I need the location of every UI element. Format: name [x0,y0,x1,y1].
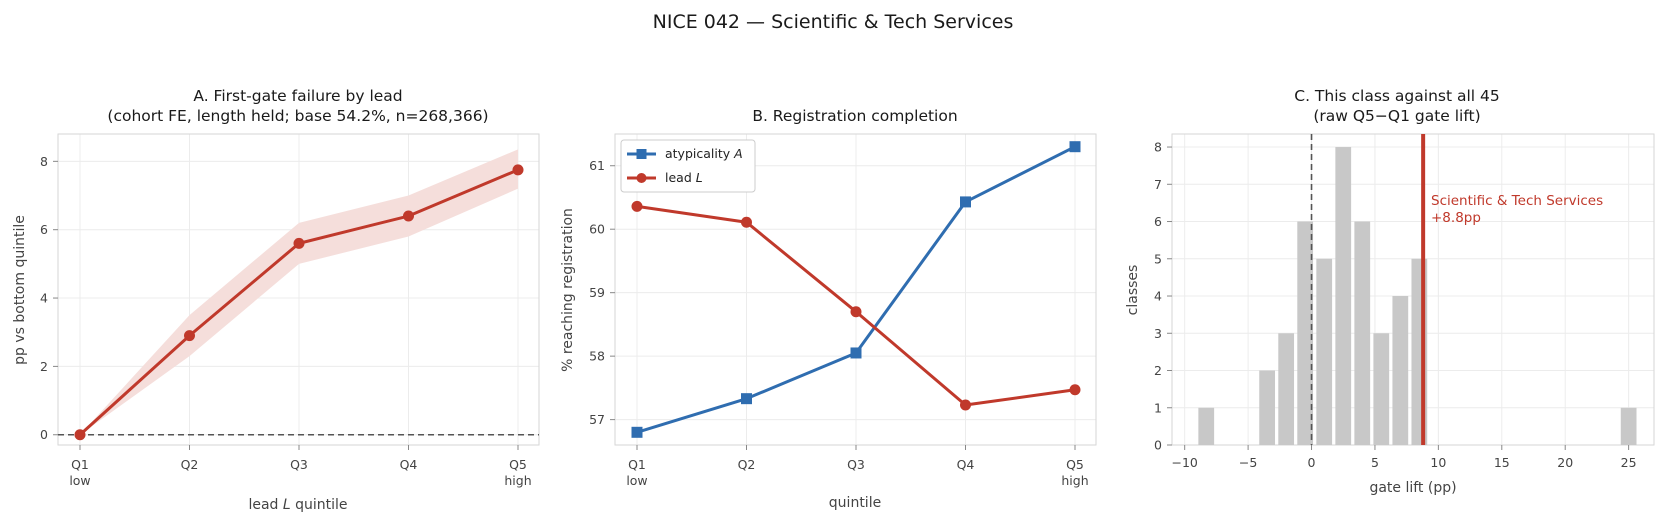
panel-b-title: B. Registration completion [752,107,957,125]
legend-swatch-marker-lead [636,173,647,183]
panel-c-x-axis-label: gate lift (pp) [1369,480,1456,496]
panel-c-title-line-1: C. This class against all 45 [1294,87,1500,105]
x-tick-label: 20 [1557,455,1573,470]
atypicality-point [1069,141,1081,153]
y-tick-label: 6 [1154,214,1162,229]
lead-point [850,306,862,318]
x-tick-label: −5 [1239,455,1257,470]
histogram-bar [1198,407,1215,445]
atypicality-point [741,393,752,405]
x-tick-label: Q5 [1066,457,1084,472]
x-tick-label: 25 [1621,455,1637,470]
x-tick-label: Q1 [71,457,89,472]
histogram-bar [1278,333,1295,445]
y-tick-label: 4 [40,291,48,306]
histogram-bar [1392,296,1409,445]
y-tick-label: 2 [40,359,48,374]
y-tick-label: 60 [589,222,605,237]
y-tick-label: 1 [1154,400,1162,415]
x-tick-sublabel: low [626,473,647,488]
highlight-label-line-2: +8.8pp [1431,210,1481,226]
y-tick-label: 0 [40,427,48,442]
x-tick-sublabel: low [69,473,90,488]
panel-c-title-line-2: (raw Q5−Q1 gate lift) [1313,107,1480,125]
histogram-bar [1259,370,1276,445]
y-tick-label: 7 [1154,177,1162,192]
histogram-bar [1297,221,1314,445]
panel-a-x-axis-label: lead L quintile [248,497,347,513]
x-tick-label: 10 [1430,455,1446,470]
x-tick-label: Q3 [290,457,308,472]
y-tick-label: 6 [40,222,48,237]
y-tick-label: 3 [1154,326,1162,341]
panel-c-x-ticks: −10 −5 0 5 10 15 20 25 [1171,445,1637,470]
legend-label-lead: lead L [665,170,703,185]
x-tick-label: Q3 [847,457,865,472]
x-tick-sublabel: high [504,473,531,488]
panel-b-x-axis-label: quintile [829,495,881,511]
panel-c-y-ticks: 0 1 2 3 4 5 6 7 8 [1154,140,1172,453]
lead-point [960,399,971,411]
atypicality-point [631,426,643,438]
x-tick-label: Q4 [957,457,975,472]
panel-a-y-axis-label: pp vs bottom quintile [12,215,28,365]
panel-a-y-ticks: 0 2 4 6 8 [40,154,58,442]
panel-a-title-line-1: A. First-gate failure by lead [193,87,402,105]
x-tick-sublabel: high [1061,473,1088,488]
y-tick-label: 57 [589,412,605,427]
panel-b-plot-area [631,141,1081,438]
lead-effect-point [184,330,195,342]
lead-effect-point [512,164,524,176]
histogram-bar [1620,407,1637,445]
atypicality-point [960,196,971,208]
lead-point [1069,384,1081,396]
y-tick-label: 59 [589,285,605,300]
lead-point [741,216,752,228]
figure-title: NICE 042 — Scientific & Tech Services [653,11,1014,33]
panel-a: A. First-gate failure by lead (cohort FE… [12,87,540,513]
y-tick-label: 8 [40,154,48,169]
lead-effect-point [74,429,86,441]
highlight-label-line-1: Scientific & Tech Services [1431,193,1603,209]
y-tick-label: 4 [1154,289,1162,304]
x-tick-label: 0 [1308,455,1316,470]
legend-label-atypicality: atypicality A [665,146,743,161]
x-tick-label: Q2 [181,457,199,472]
y-tick-label: 58 [589,349,605,364]
x-tick-label: Q4 [400,457,418,472]
x-tick-label: −10 [1171,455,1197,470]
y-tick-label: 5 [1154,251,1162,266]
legend-swatch-marker-atypicality [636,149,647,159]
panel-a-title-line-2: (cohort FE, length held; base 54.2%, n=2… [107,107,488,125]
lead-point [631,200,643,212]
panel-b-y-axis-label: % reaching registration [560,208,576,372]
x-tick-label: Q1 [628,457,646,472]
x-tick-label: 15 [1494,455,1510,470]
y-tick-label: 0 [1154,438,1162,453]
y-tick-label: 8 [1154,140,1162,155]
panel-a-plot-area [58,149,539,441]
lead-effect-point [293,237,305,249]
y-tick-label: 61 [589,158,605,173]
atypicality-point [850,347,862,359]
panel-a-grid [58,134,539,445]
panel-c-plot-area [1198,134,1637,445]
histogram-bar [1373,333,1390,445]
x-tick-label: Q5 [509,457,527,472]
y-tick-label: 2 [1154,363,1162,378]
histogram-bar [1354,221,1371,445]
panel-c: C. This class against all 45 (raw Q5−Q1 … [1125,87,1655,496]
panel-c-y-axis-label: classes [1125,265,1141,316]
x-tick-label: 5 [1371,455,1379,470]
lead-effect-point [403,210,414,222]
panel-b-legend: atypicality A lead L [620,139,756,193]
panel-b-y-ticks: 57 58 59 60 61 [589,158,615,427]
x-tick-label: Q2 [738,457,756,472]
histogram-bar [1335,147,1352,445]
histogram-bar [1316,258,1333,445]
